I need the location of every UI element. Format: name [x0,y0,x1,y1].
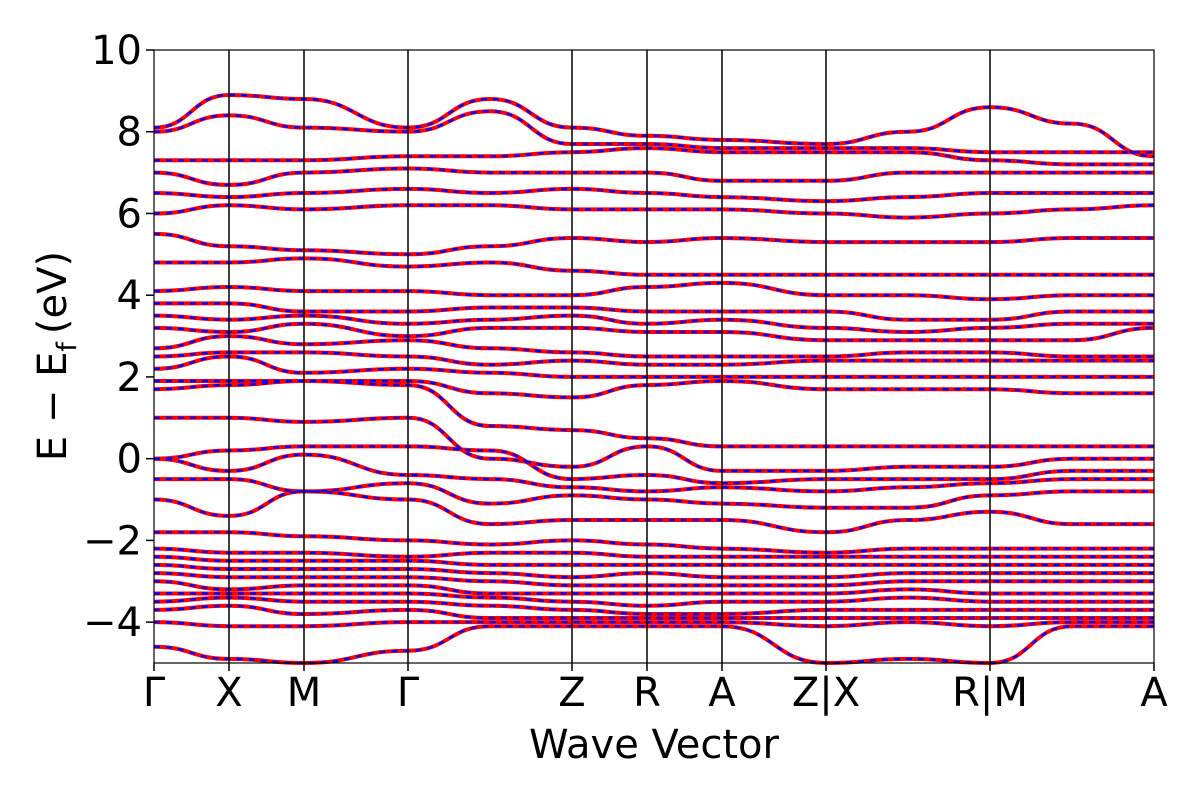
x-tick-label-4: Z [558,670,585,716]
y-tick-label-0: −4 [83,600,142,646]
x-axis-label: Wave Vector [529,722,780,768]
kpoint-divider-lines [228,50,991,663]
x-tick-label-1: X [215,670,242,716]
y-tick-label-7: 10 [91,28,142,74]
x-tick-label-2: M [287,670,322,716]
y-axis-label: E − Ef (eV) [30,251,83,461]
y-axis-label-sub: f [52,341,83,352]
y-tick-label-2: 0 [117,437,142,483]
x-tick-label-5: R [633,670,661,716]
x-tick-label-7: Z|X [792,670,860,716]
x-tick-label-9: A [1140,670,1168,716]
plot-frame [153,49,1155,664]
y-tick-label-1: −2 [83,518,142,564]
x-tick-label-8: R|M [952,670,1028,716]
x-tick-label-3: Γ [397,670,420,716]
y-tick-label-4: 4 [117,273,142,319]
x-axis-ticks: Γ X M Γ Z R A Z|X R|M A [143,663,1168,716]
x-tick-label-6: A [708,670,736,716]
y-tick-label-5: 6 [117,191,142,237]
y-axis-label-unit: (eV) [30,251,76,334]
y-axis-ticks: −4 −2 0 2 4 6 8 10 [83,28,154,646]
y-tick-label-3: 2 [117,355,142,401]
y-tick-label-6: 8 [117,110,142,156]
y-axis-label-main: E − E [30,352,76,462]
x-tick-label-0: Γ [143,670,166,716]
